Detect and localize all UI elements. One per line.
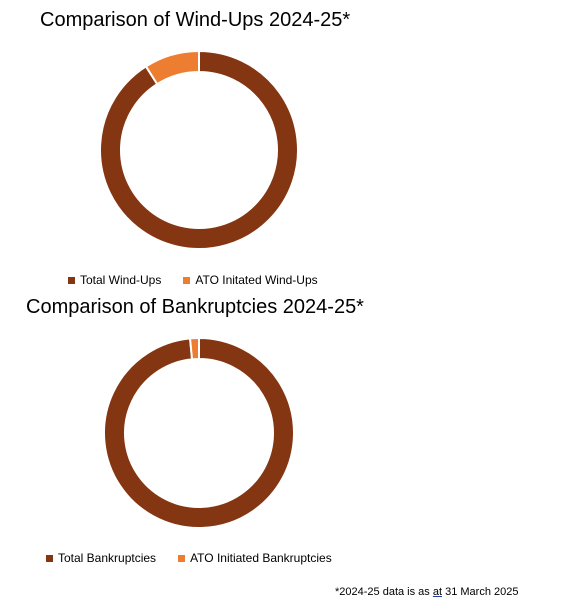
donut-slice-total-wind-ups: [99, 50, 299, 250]
legend-item-total-wind-ups: Total Wind-Ups: [68, 273, 161, 287]
footnote-suffix: 31 March 2025: [442, 586, 519, 598]
legend-label-total-wind-ups: Total Wind-Ups: [80, 273, 162, 287]
legend-swatch-total: [68, 276, 75, 284]
footnote: *2024-25 data is as at 31 March 2025: [335, 586, 518, 598]
legend-bankruptcies: Total Bankruptcies ATO Initiated Bankrup…: [46, 551, 354, 565]
donut-slice-ato-wind-ups: [144, 50, 200, 86]
footnote-link[interactable]: at: [432, 586, 443, 598]
legend-swatch-ato: [178, 554, 186, 562]
legend-item-ato-bankruptcies: ATO Initiated Bankruptcies: [178, 551, 332, 565]
legend-label-total-bankruptcies: Total Bankruptcies: [58, 551, 157, 565]
legend-label-ato-bankruptcies: ATO Initiated Bankruptcies: [190, 551, 332, 565]
legend-item-ato-wind-ups: ATO Initated Wind-Ups: [183, 273, 318, 287]
chart-title-bankruptcies: Comparison of Bankruptcies 2024-25*: [26, 296, 364, 318]
legend-label-ato-wind-ups: ATO Initated Wind-Ups: [195, 273, 318, 287]
legend-item-total-bankruptcies: Total Bankruptcies: [46, 551, 156, 565]
donut-slice-ato-bankruptcies: [188, 337, 200, 361]
legend-swatch-ato: [183, 276, 191, 284]
donut-chart-wind-ups: [99, 50, 299, 250]
legend-swatch-total: [46, 554, 53, 562]
chart-title-wind-ups: Comparison of Wind-Ups 2024-25*: [40, 9, 351, 31]
footnote-prefix: *2024-25 data is as: [335, 586, 433, 598]
donut-slice-total-bankruptcies: [103, 337, 295, 529]
legend-wind-ups: Total Wind-Ups ATO Initated Wind-Ups: [68, 273, 340, 287]
donut-chart-bankruptcies: [103, 337, 295, 529]
